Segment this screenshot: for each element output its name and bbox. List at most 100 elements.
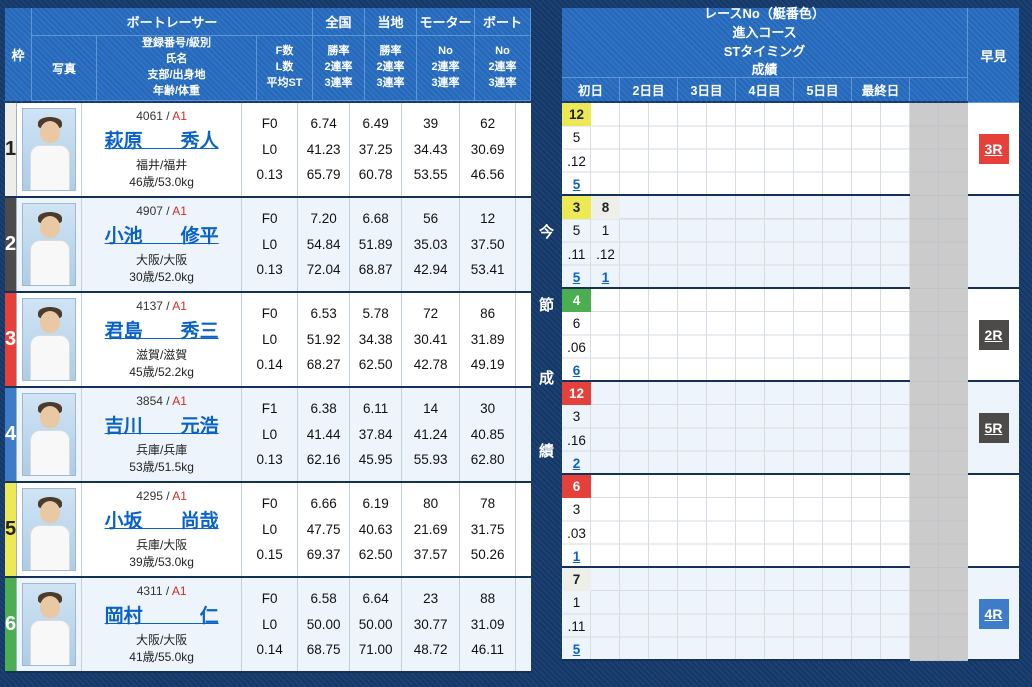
racer-photo (17, 198, 83, 291)
next-race-badge[interactable]: 4R (978, 598, 1009, 629)
fl-st-cell: F0 L0 0.15 (242, 483, 299, 576)
win-rate: 6.53 (310, 306, 337, 322)
racer-group-header: ボートレーサー (32, 8, 313, 36)
branch-birthplace: 福井/福井 (135, 158, 188, 173)
fl-header-line: 平均ST (266, 76, 303, 89)
top3-rate: 68.27 (306, 357, 341, 373)
day-header: 3日目 (678, 78, 736, 101)
age-weight: 53歳/51.5kg (129, 459, 194, 474)
fl-st-cell: F0 L0 0.13 (242, 198, 299, 291)
st-timing: .03 (567, 525, 586, 541)
racer-name-link[interactable]: 吉川 元浩 (104, 416, 219, 438)
racer-name-link[interactable]: 萩原 秀人 (104, 131, 219, 153)
result-link[interactable]: 5 (572, 269, 581, 285)
l-count: L0 (262, 521, 278, 537)
avg-st: 0.15 (256, 547, 283, 563)
age-weight: 46歳/53.0kg (129, 174, 194, 189)
racer-photo (17, 103, 83, 196)
result-link[interactable]: 5 (572, 641, 581, 657)
day-header: 初日 (562, 78, 620, 101)
top3-rate: 37.57 (413, 547, 448, 563)
fl-header-line: L数 (275, 61, 294, 74)
top3-rate: 53.41 (470, 262, 505, 278)
st-timing: .16 (567, 432, 586, 448)
age-weight: 41歳/55.0kg (129, 649, 194, 664)
win-rate: 6.66 (310, 496, 337, 512)
racer-name-link[interactable]: 小池 修平 (104, 226, 219, 248)
racer-photo (17, 388, 83, 481)
boat-stats: 86 31.89 49.19 (460, 293, 517, 386)
unused-day-columns (910, 382, 968, 475)
frame-number: 4 (5, 388, 18, 481)
info-header-line: 登録番号/級別 (141, 37, 212, 50)
racer-photo-image (22, 298, 77, 381)
racer-name-link[interactable]: 小坂 尚哉 (104, 511, 219, 533)
photo-column-header: 写真 (32, 36, 97, 101)
next-race-badge[interactable]: 5R (978, 412, 1009, 443)
boat-stats: 62 30.69 46.56 (460, 103, 517, 196)
national-stats: 7.20 54.84 72.04 (298, 198, 351, 291)
series-row: 12 5 .12 5 (562, 103, 968, 196)
racer-class: A1 (172, 109, 187, 124)
local-sub-header: 勝率 2連率 3連率 (365, 36, 417, 101)
racer-row: 5 4295 / A1 小坂 尚哉 兵庫/大阪 39歳/53.0kg F0 L0 0… (5, 483, 531, 578)
series-header: レースNo（艇番色） 進入コース STタイミング 成績 初日 2日目 3日目 4… (562, 6, 968, 103)
top2-rate: 41.44 (306, 426, 341, 442)
motor-stats: 80 21.69 37.57 (402, 483, 461, 576)
race-number: 4 (562, 289, 591, 313)
entry-course: 1 (601, 223, 610, 239)
info-header-line: 支部/出身地 (147, 69, 206, 81)
branch-birthplace: 兵庫/兵庫 (135, 443, 188, 458)
racer-class: A1 (172, 299, 187, 314)
top2-rate: 31.89 (470, 331, 505, 347)
top2-rate: 30.41 (413, 331, 448, 347)
registration-number: 4295 / (136, 489, 170, 504)
racer-class: A1 (172, 489, 187, 504)
rate-header-line: 勝率 (379, 45, 402, 58)
national-stats: 6.38 41.44 62.16 (298, 388, 351, 481)
win-rate: 6.58 (310, 591, 337, 607)
l-count: L0 (262, 141, 278, 157)
result-link[interactable]: 2 (572, 455, 581, 471)
racer-photo-image (22, 488, 77, 571)
racer-photo-image (22, 393, 77, 476)
next-race-badge[interactable]: 3R (978, 133, 1009, 164)
registration-number: 4137 / (136, 299, 170, 314)
result-link[interactable]: 5 (572, 176, 581, 192)
top2-rate: 31.75 (470, 521, 505, 537)
top2-rate: 37.25 (358, 141, 393, 157)
registration-number: 4311 / (136, 584, 170, 599)
race-number: 7 (562, 568, 591, 592)
rate-header-line: 2連率 (324, 61, 353, 74)
info-header-line: 氏名 (165, 53, 188, 66)
race-number: 6 (562, 475, 591, 499)
next-race-badge[interactable]: 2R (978, 319, 1009, 350)
local-stats: 6.11 37.84 45.95 (350, 388, 403, 481)
racer-info: 4295 / A1 小坂 尚哉 兵庫/大阪 39歳/53.0kg (82, 483, 243, 576)
top2-rate: 21.69 (413, 521, 448, 537)
fl-header-line: F数 (275, 45, 294, 58)
racer-name-link[interactable]: 君島 秀三 (104, 321, 219, 343)
st-timing: .11 (567, 246, 586, 262)
national-stats: 6.74 41.23 65.79 (298, 103, 351, 196)
top3-rate: 60.78 (358, 167, 393, 183)
racer-name-link[interactable]: 岡村 仁 (104, 606, 219, 628)
branch-birthplace: 滋賀/滋賀 (135, 348, 188, 363)
top3-rate: 62.50 (358, 357, 393, 373)
top2-rate: 31.09 (470, 616, 505, 632)
avg-st: 0.13 (256, 452, 283, 468)
day-header: 2日目 (620, 78, 678, 101)
rate-header-line: 3連率 (488, 76, 517, 89)
result-link[interactable]: 1 (572, 548, 581, 564)
top2-rate: 41.23 (306, 141, 341, 157)
top3-rate: 48.72 (413, 642, 448, 658)
top3-rate: 46.56 (470, 167, 505, 183)
l-count: L0 (262, 616, 278, 632)
win-rate: 6.38 (310, 401, 337, 417)
result-link[interactable]: 1 (601, 269, 610, 285)
age-weight: 39歳/53.0kg (129, 554, 194, 569)
day-header: 5日目 (794, 78, 852, 101)
top3-rate: 45.95 (358, 452, 393, 468)
result-link[interactable]: 6 (572, 362, 581, 378)
day-header: 最終日 (852, 78, 910, 101)
